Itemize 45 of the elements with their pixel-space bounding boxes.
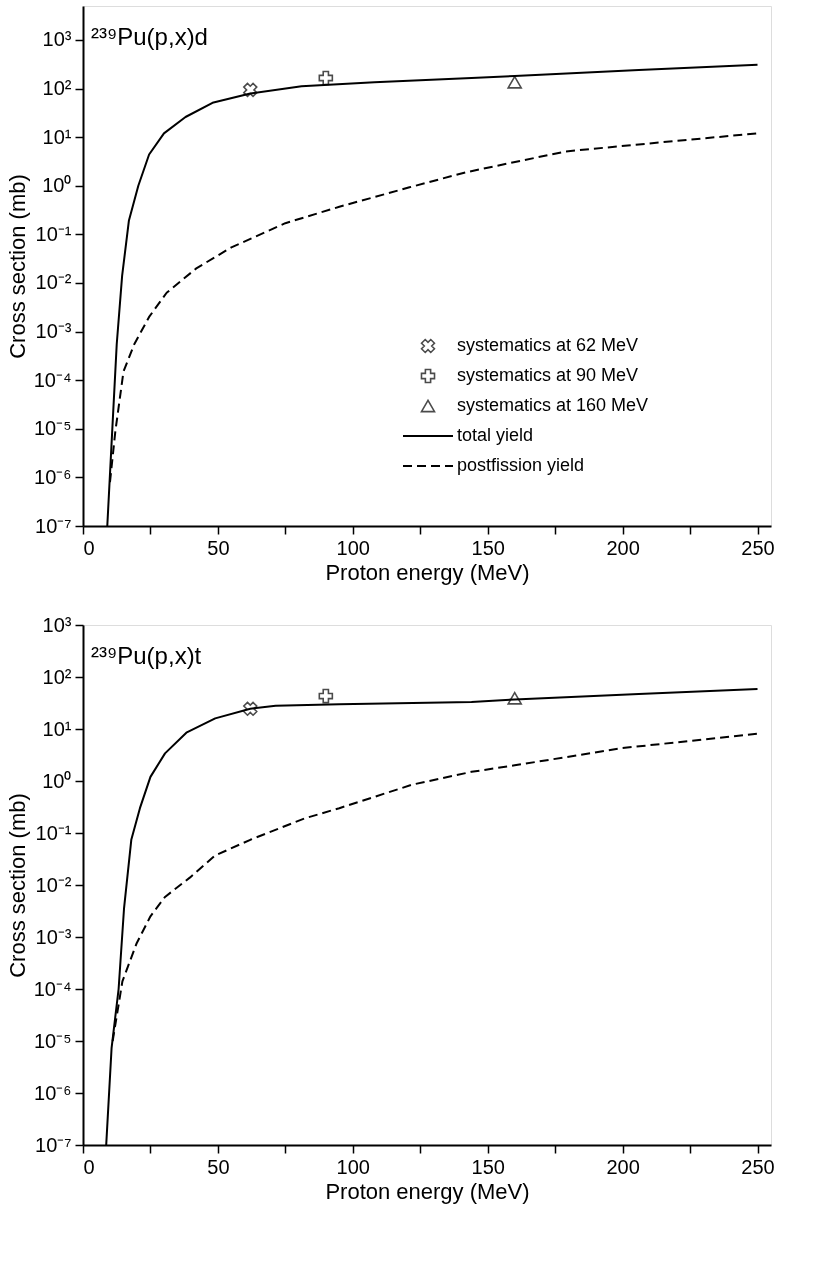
y-tick-label: 10³ [42,613,72,636]
text: ²³⁹Pu(p,x)d [91,23,208,50]
y-tick-label: 10⁰ [42,174,72,197]
y-tick-label: 10¹ [42,717,72,740]
x-tick-label: 200 [606,1155,640,1178]
y-tick-label: 10⁻⁵ [33,417,72,440]
x-tick-label: 0 [83,1155,95,1178]
y-tick-label: 10⁻⁴ [33,368,72,391]
y-axis-title: Cross section (mb) [4,174,30,359]
y-tick-label: 10⁻³ [35,925,72,948]
x-tick-label: 100 [336,1155,370,1178]
y-tick-label: 10⁻³ [35,320,72,343]
y-axis-title: Cross section (mb) [4,793,30,978]
y-tick-label: 10⁻⁷ [35,514,72,537]
x-axis-title: Proton energy (MeV) [325,1178,530,1204]
x-tick-label: 50 [207,1155,230,1178]
x-tick-label: 200 [606,536,640,559]
y-tick-label: 10⁻⁴ [33,977,72,1000]
y-tick-label: 10¹ [42,125,72,148]
x-tick-label: 150 [471,536,505,559]
x-tick-label: 100 [336,536,370,559]
x-tick-label: 250 [741,1155,775,1178]
y-tick-label: 10⁰ [42,769,72,792]
y-tick-label: 10⁻¹ [35,821,72,844]
legend-label: systematics at 90 MeV [457,365,639,385]
legend-label: total yield [457,425,534,445]
legend-label: systematics at 62 MeV [457,335,639,355]
legend-label: postfission yield [457,455,585,475]
y-tick-label: 10² [42,665,72,688]
text: ²³⁹Pu(p,x)t [91,642,202,669]
y-tick-label: 10⁻⁶ [34,1081,72,1104]
x-tick-label: 250 [741,536,775,559]
legend-label: systematics at 160 MeV [457,395,649,415]
y-tick-label: 10⁻⁵ [33,1029,72,1052]
y-tick-label: 10⁻² [35,873,72,896]
x-tick-label: 0 [83,536,95,559]
x-tick-label: 50 [207,536,230,559]
y-tick-label: 10⁻¹ [35,222,72,245]
y-tick-label: 10⁻⁷ [35,1133,72,1156]
x-tick-label: 150 [471,1155,505,1178]
y-tick-label: 10³ [42,28,72,51]
y-tick-label: 10⁻⁶ [34,465,72,488]
y-tick-label: 10⁻² [35,271,72,294]
y-tick-label: 10² [42,77,72,100]
x-axis-title: Proton energy (MeV) [325,559,530,585]
